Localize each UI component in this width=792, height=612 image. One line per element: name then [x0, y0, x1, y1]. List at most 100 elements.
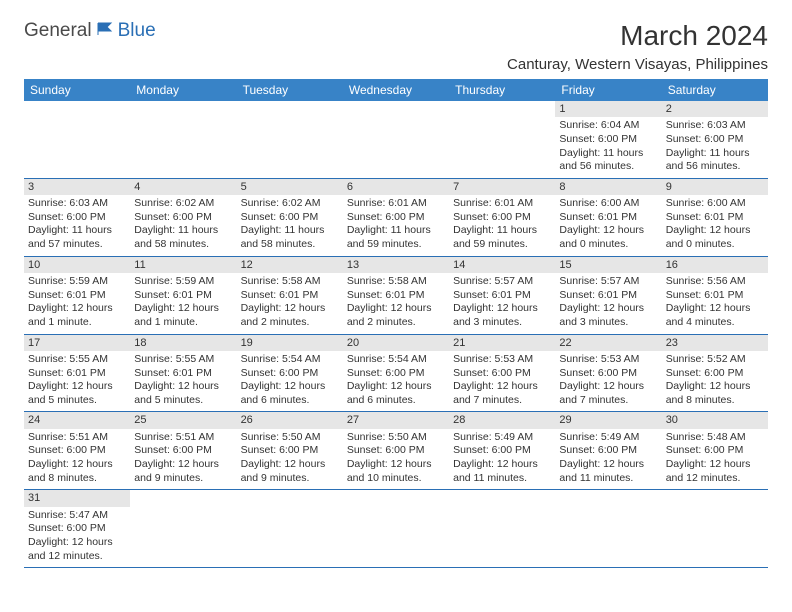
day-details: Sunrise: 6:02 AMSunset: 6:00 PMDaylight:…: [237, 195, 343, 256]
calendar-day-cell: 5Sunrise: 6:02 AMSunset: 6:00 PMDaylight…: [237, 178, 343, 256]
sunrise-text: Sunrise: 6:03 AM: [666, 119, 764, 133]
sunrise-text: Sunrise: 5:55 AM: [28, 353, 126, 367]
calendar-day-cell: 16Sunrise: 5:56 AMSunset: 6:01 PMDayligh…: [662, 256, 768, 334]
calendar-day-cell: [662, 490, 768, 568]
daylight-text: Daylight: 12 hours and 7 minutes.: [559, 380, 657, 407]
weekday-header: Tuesday: [237, 79, 343, 101]
calendar-day-cell: 31Sunrise: 5:47 AMSunset: 6:00 PMDayligh…: [24, 490, 130, 568]
day-details: Sunrise: 5:53 AMSunset: 6:00 PMDaylight:…: [449, 351, 555, 412]
sunrise-text: Sunrise: 5:50 AM: [347, 431, 445, 445]
day-details: Sunrise: 5:49 AMSunset: 6:00 PMDaylight:…: [449, 429, 555, 490]
day-number: 10: [24, 257, 130, 273]
sunrise-text: Sunrise: 6:00 AM: [559, 197, 657, 211]
sunset-text: Sunset: 6:00 PM: [28, 211, 126, 225]
daylight-text: Daylight: 12 hours and 7 minutes.: [453, 380, 551, 407]
calendar-day-cell: 30Sunrise: 5:48 AMSunset: 6:00 PMDayligh…: [662, 412, 768, 490]
calendar-day-cell: [130, 101, 236, 178]
day-details: Sunrise: 5:50 AMSunset: 6:00 PMDaylight:…: [343, 429, 449, 490]
calendar-day-cell: [237, 101, 343, 178]
header: General Blue March 2024 Canturay, Wester…: [24, 20, 768, 73]
day-number: 2: [662, 101, 768, 117]
day-number: 15: [555, 257, 661, 273]
day-number: 6: [343, 179, 449, 195]
sunset-text: Sunset: 6:01 PM: [453, 289, 551, 303]
day-number: 7: [449, 179, 555, 195]
day-details: Sunrise: 5:51 AMSunset: 6:00 PMDaylight:…: [130, 429, 236, 490]
sunrise-text: Sunrise: 5:54 AM: [241, 353, 339, 367]
day-details: Sunrise: 5:55 AMSunset: 6:01 PMDaylight:…: [130, 351, 236, 412]
day-number: 13: [343, 257, 449, 273]
day-details: Sunrise: 5:56 AMSunset: 6:01 PMDaylight:…: [662, 273, 768, 334]
daylight-text: Daylight: 12 hours and 11 minutes.: [559, 458, 657, 485]
calendar-week-row: 10Sunrise: 5:59 AMSunset: 6:01 PMDayligh…: [24, 256, 768, 334]
day-details: Sunrise: 5:54 AMSunset: 6:00 PMDaylight:…: [237, 351, 343, 412]
daylight-text: Daylight: 12 hours and 5 minutes.: [134, 380, 232, 407]
day-details: Sunrise: 5:55 AMSunset: 6:01 PMDaylight:…: [24, 351, 130, 412]
sunrise-text: Sunrise: 6:02 AM: [241, 197, 339, 211]
sunrise-text: Sunrise: 5:56 AM: [666, 275, 764, 289]
day-number: 4: [130, 179, 236, 195]
sunrise-text: Sunrise: 5:49 AM: [559, 431, 657, 445]
day-number: 19: [237, 335, 343, 351]
daylight-text: Daylight: 12 hours and 6 minutes.: [241, 380, 339, 407]
sunset-text: Sunset: 6:00 PM: [453, 211, 551, 225]
logo-text-blue: Blue: [118, 20, 156, 42]
sunrise-text: Sunrise: 6:03 AM: [28, 197, 126, 211]
daylight-text: Daylight: 12 hours and 12 minutes.: [28, 536, 126, 563]
calendar-day-cell: [343, 490, 449, 568]
sunset-text: Sunset: 6:01 PM: [134, 289, 232, 303]
day-number: 22: [555, 335, 661, 351]
sunrise-text: Sunrise: 5:49 AM: [453, 431, 551, 445]
day-number: 16: [662, 257, 768, 273]
calendar-day-cell: 9Sunrise: 6:00 AMSunset: 6:01 PMDaylight…: [662, 178, 768, 256]
sunset-text: Sunset: 6:00 PM: [28, 522, 126, 536]
calendar-day-cell: 15Sunrise: 5:57 AMSunset: 6:01 PMDayligh…: [555, 256, 661, 334]
day-number: 1: [555, 101, 661, 117]
sunrise-text: Sunrise: 5:59 AM: [134, 275, 232, 289]
weekday-header: Saturday: [662, 79, 768, 101]
flag-icon: [97, 22, 115, 41]
calendar-day-cell: 4Sunrise: 6:02 AMSunset: 6:00 PMDaylight…: [130, 178, 236, 256]
daylight-text: Daylight: 12 hours and 2 minutes.: [241, 302, 339, 329]
day-details: Sunrise: 5:57 AMSunset: 6:01 PMDaylight:…: [555, 273, 661, 334]
day-details: Sunrise: 6:03 AMSunset: 6:00 PMDaylight:…: [24, 195, 130, 256]
daylight-text: Daylight: 11 hours and 56 minutes.: [666, 147, 764, 174]
day-details: Sunrise: 5:52 AMSunset: 6:00 PMDaylight:…: [662, 351, 768, 412]
sunset-text: Sunset: 6:00 PM: [241, 367, 339, 381]
calendar-day-cell: 10Sunrise: 5:59 AMSunset: 6:01 PMDayligh…: [24, 256, 130, 334]
calendar-day-cell: [449, 101, 555, 178]
calendar-day-cell: 22Sunrise: 5:53 AMSunset: 6:00 PMDayligh…: [555, 334, 661, 412]
day-number: 26: [237, 412, 343, 428]
sunrise-text: Sunrise: 5:59 AM: [28, 275, 126, 289]
sunset-text: Sunset: 6:01 PM: [134, 367, 232, 381]
sunset-text: Sunset: 6:00 PM: [28, 444, 126, 458]
daylight-text: Daylight: 12 hours and 12 minutes.: [666, 458, 764, 485]
calendar-week-row: 31Sunrise: 5:47 AMSunset: 6:00 PMDayligh…: [24, 490, 768, 568]
day-details: Sunrise: 5:49 AMSunset: 6:00 PMDaylight:…: [555, 429, 661, 490]
sunrise-text: Sunrise: 6:01 AM: [347, 197, 445, 211]
daylight-text: Daylight: 11 hours and 58 minutes.: [134, 224, 232, 251]
daylight-text: Daylight: 12 hours and 3 minutes.: [559, 302, 657, 329]
daylight-text: Daylight: 11 hours and 59 minutes.: [453, 224, 551, 251]
sunset-text: Sunset: 6:00 PM: [666, 133, 764, 147]
sunrise-text: Sunrise: 6:00 AM: [666, 197, 764, 211]
day-number: 8: [555, 179, 661, 195]
calendar-week-row: 24Sunrise: 5:51 AMSunset: 6:00 PMDayligh…: [24, 412, 768, 490]
day-number: 17: [24, 335, 130, 351]
day-number: 11: [130, 257, 236, 273]
calendar-day-cell: 21Sunrise: 5:53 AMSunset: 6:00 PMDayligh…: [449, 334, 555, 412]
calendar-day-cell: 17Sunrise: 5:55 AMSunset: 6:01 PMDayligh…: [24, 334, 130, 412]
sunrise-text: Sunrise: 5:58 AM: [241, 275, 339, 289]
daylight-text: Daylight: 12 hours and 3 minutes.: [453, 302, 551, 329]
calendar-week-row: 17Sunrise: 5:55 AMSunset: 6:01 PMDayligh…: [24, 334, 768, 412]
day-number: 29: [555, 412, 661, 428]
day-details: Sunrise: 5:58 AMSunset: 6:01 PMDaylight:…: [237, 273, 343, 334]
location: Canturay, Western Visayas, Philippines: [507, 56, 768, 73]
daylight-text: Daylight: 12 hours and 0 minutes.: [666, 224, 764, 251]
sunset-text: Sunset: 6:00 PM: [666, 367, 764, 381]
sunrise-text: Sunrise: 5:52 AM: [666, 353, 764, 367]
day-number: 30: [662, 412, 768, 428]
day-number: 24: [24, 412, 130, 428]
month-title: March 2024: [507, 20, 768, 52]
daylight-text: Daylight: 11 hours and 57 minutes.: [28, 224, 126, 251]
